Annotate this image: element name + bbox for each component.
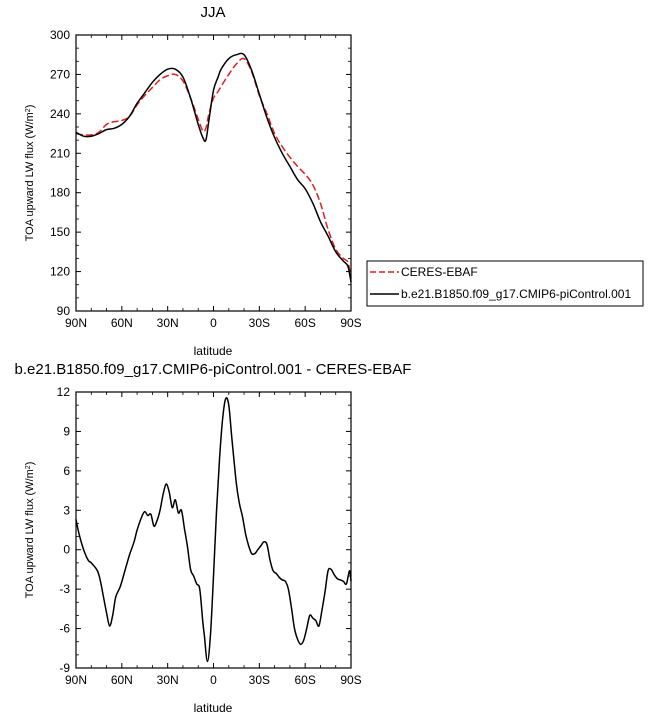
top-y-tick-label: 240 xyxy=(50,107,70,121)
bottom-x-tick-label: 30N xyxy=(157,673,179,687)
top-y-label-sup: 2 xyxy=(25,108,32,112)
top-title: JJA xyxy=(200,4,225,21)
top-y-tick-label: 150 xyxy=(50,225,70,239)
svg-text:TOA upward LW flux (W/m2): TOA upward LW flux (W/m2) xyxy=(24,462,36,599)
bottom-y-label-close: ) xyxy=(24,462,36,466)
bottom-title: b.e21.B1850.f09_g17.CMIP6-piControl.001 … xyxy=(15,361,412,378)
bottom-x-tick-label: 60S xyxy=(294,673,315,687)
bottom-y-tick-label: 9 xyxy=(63,424,70,438)
top-y-label-close: ) xyxy=(24,105,36,109)
top-y-tick-label: 210 xyxy=(50,146,70,160)
bottom-x-tick-label: 0 xyxy=(210,673,217,687)
top-plot-frame xyxy=(75,34,352,312)
legend-box xyxy=(366,260,644,307)
bottom-x-tick-label: 90S xyxy=(340,673,361,687)
top-x-tick-label: 60N xyxy=(111,316,133,330)
top-y-tick-label: 270 xyxy=(50,67,70,81)
bottom-x-axis-label: latitude xyxy=(194,701,233,715)
bottom-y-label-sup: 2 xyxy=(25,465,32,469)
top-plot-area xyxy=(75,52,352,283)
bottom-y-tick-label: -6 xyxy=(59,622,70,636)
top-x-tick-label: 0 xyxy=(210,316,217,330)
top-y-label-main: TOA upward LW flux (W/m xyxy=(24,112,36,241)
top-x-tick-label: 30N xyxy=(157,316,179,330)
bottom-y-tick-label: 6 xyxy=(63,464,70,478)
bottom-panel: b.e21.B1850.f09_g17.CMIP6-piControl.001 … xyxy=(15,361,412,715)
bottom-y-tick-label: 12 xyxy=(57,385,71,399)
bottom-plot-frame xyxy=(75,391,352,669)
top-axes: 90N 60N 30N 0 30S 60S 90S 90 120 150 180 210 240 270 3… xyxy=(50,28,362,330)
bottom-y-tick-label: -9 xyxy=(59,661,70,675)
bottom-y-tick-label: 3 xyxy=(63,503,70,517)
bottom-y-label-main: TOA upward LW flux (W/m xyxy=(24,469,36,598)
legend: CERES-EBAF b.e21.B1850.f09_g17.CMIP6-piC… xyxy=(366,260,644,307)
top-y-tick-label: 90 xyxy=(57,304,71,318)
top-x-tick-label: 90N xyxy=(65,316,87,330)
top-y-tick-label: 300 xyxy=(50,28,70,42)
top-x-tick-label: 30S xyxy=(249,316,270,330)
top-y-tick-label: 180 xyxy=(50,186,70,200)
bottom-series-line-0 xyxy=(75,396,352,663)
bottom-x-tick-label: 60N xyxy=(111,673,133,687)
bottom-plot-area xyxy=(75,396,352,663)
top-x-axis-label: latitude xyxy=(194,344,233,358)
svg-text:TOA upward LW flux (W/m2): TOA upward LW flux (W/m2) xyxy=(24,105,36,242)
bottom-y-axis-label: TOA upward LW flux (W/m2) xyxy=(24,462,36,599)
bottom-x-tick-label: 30S xyxy=(249,673,270,687)
bottom-x-tick-label: 90N xyxy=(65,673,87,687)
bottom-axes: 90N 60N 30N 0 30S 60S 90S -9 -6 -3 0 3 6 9 12 xyxy=(57,385,362,687)
top-x-tick-label: 90S xyxy=(340,316,361,330)
legend-label-model: b.e21.B1850.f09_g17.CMIP6-piControl.001 xyxy=(401,287,631,301)
legend-label-ceres: CERES-EBAF xyxy=(401,265,478,279)
top-x-tick-label: 60S xyxy=(294,316,315,330)
top-y-axis-label: TOA upward LW flux (W/m2) xyxy=(24,105,36,242)
bottom-y-tick-label: 0 xyxy=(63,543,70,557)
top-y-tick-label: 120 xyxy=(50,265,70,279)
bottom-y-tick-label: -3 xyxy=(59,582,70,596)
top-series-line-1 xyxy=(75,52,352,283)
top-panel: JJA TOA upward LW flux (W/m2) 90N 60N 30N 0… xyxy=(24,4,644,358)
